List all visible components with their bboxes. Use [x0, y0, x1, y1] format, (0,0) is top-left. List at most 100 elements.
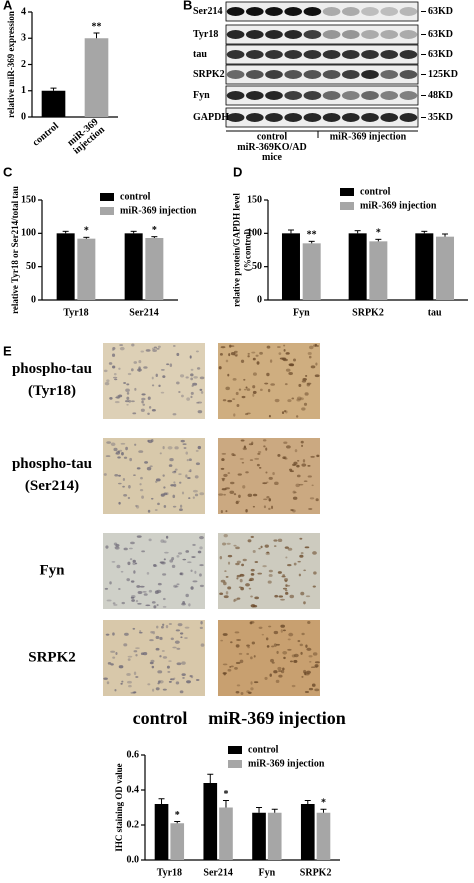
ihc-cell	[129, 547, 133, 550]
bar	[302, 243, 321, 300]
blot-band	[361, 91, 379, 100]
ihc-cell	[178, 473, 182, 476]
ihc-cell	[266, 345, 271, 349]
ihc-cell	[132, 559, 136, 563]
ihc-cell	[222, 399, 227, 402]
ihc-cell	[141, 495, 144, 499]
ihc-cell	[141, 397, 146, 401]
ihc-cell	[184, 637, 188, 639]
ihc-cell	[246, 388, 251, 391]
blot-marker: 125KD	[428, 69, 458, 80]
ihc-cell	[144, 461, 149, 464]
blot-marker: 63KD	[428, 6, 453, 17]
ihc-cell	[129, 457, 133, 462]
ihc-cell	[192, 543, 196, 547]
ihc-cell	[155, 373, 158, 378]
ihc-cell	[230, 351, 236, 356]
ihc-cell	[162, 573, 167, 576]
ihc-cell	[237, 473, 242, 476]
ihc-cell	[123, 547, 128, 551]
ihc-cell	[283, 456, 287, 460]
ihc-image	[103, 438, 205, 514]
ihc-cell	[123, 493, 128, 497]
ihc-cell	[148, 589, 153, 593]
ihc-cell	[162, 623, 165, 627]
ihc-cell	[224, 570, 227, 572]
ihc-cell	[276, 346, 281, 348]
ihc-cell	[232, 398, 236, 400]
ihc-cell	[112, 346, 116, 350]
significance: *	[84, 226, 89, 237]
ihc-cell	[258, 626, 263, 629]
ihc-cell	[289, 660, 294, 663]
ihc-row-label: phospho-tau (Ser214)	[12, 456, 92, 494]
ihc-cell	[145, 349, 151, 352]
ihc-cell	[279, 357, 285, 360]
ihc-cell	[179, 374, 185, 378]
ihc-cell	[222, 633, 228, 636]
ihc-cell	[295, 483, 300, 488]
ihc-cell	[157, 682, 160, 685]
ihc-cell	[293, 461, 298, 465]
ihc-cell	[119, 449, 123, 452]
ihc-cell	[233, 350, 238, 353]
blot-band	[265, 70, 283, 79]
ihc-cell	[293, 562, 297, 566]
ihc-cell	[225, 575, 229, 578]
blot-band	[245, 30, 264, 39]
ihc-cell	[227, 472, 231, 474]
ihc-cell	[264, 544, 269, 548]
ihc-cell	[222, 542, 227, 546]
ihc-cell	[197, 410, 203, 414]
blot-band	[341, 70, 360, 79]
ihc-cell	[304, 690, 310, 693]
ihc-cell	[284, 591, 289, 596]
blot-marker: 63KD	[428, 49, 453, 60]
ihc-cell	[173, 470, 177, 473]
ihc-cell	[243, 378, 246, 381]
ihc-cell	[111, 353, 116, 357]
ihc-cell	[236, 639, 241, 641]
ihc-cell	[190, 395, 193, 399]
ihc-cell	[199, 626, 203, 630]
blot-band	[265, 30, 283, 39]
ihc-cell	[151, 347, 155, 351]
ihc-cell	[106, 681, 110, 685]
blot-band	[361, 30, 379, 39]
ihc-cell	[312, 551, 317, 555]
ihc-cell	[307, 621, 311, 624]
ihc-cell	[169, 363, 173, 368]
ihc-cell	[302, 459, 306, 463]
x-tick-label: miR-369injection	[65, 117, 107, 157]
ihc-cell	[125, 388, 130, 392]
ihc-cell	[249, 577, 254, 581]
ihc-cell	[290, 509, 294, 511]
ihc-cell	[273, 539, 278, 542]
legend-label: control	[360, 186, 391, 197]
panel-label: B	[183, 0, 192, 12]
ihc-cell	[179, 504, 183, 508]
ihc-cell	[149, 661, 154, 665]
ihc-cell	[219, 592, 224, 595]
ihc-cell	[130, 400, 135, 403]
x-tick-label: SRPK2	[300, 867, 332, 878]
ihc-cell	[124, 400, 130, 403]
ihc-cell	[172, 646, 177, 649]
blot-band	[303, 70, 322, 79]
ihc-cell	[133, 691, 137, 693]
ihc-cell	[199, 546, 203, 550]
ihc-cell	[128, 684, 132, 688]
ihc-cell	[241, 563, 245, 567]
ihc-cell	[195, 449, 199, 452]
ihc-cell	[117, 456, 121, 459]
ihc-cell	[226, 542, 231, 545]
ihc-cell	[190, 377, 193, 381]
ihc-cell	[303, 480, 308, 483]
ihc-cell	[197, 445, 202, 450]
ihc-image	[103, 533, 205, 609]
ihc-cell	[232, 378, 237, 381]
ihc-cell	[192, 489, 198, 493]
blot-band	[226, 91, 245, 100]
ihc-cell	[151, 384, 155, 387]
blot-band	[361, 50, 379, 59]
